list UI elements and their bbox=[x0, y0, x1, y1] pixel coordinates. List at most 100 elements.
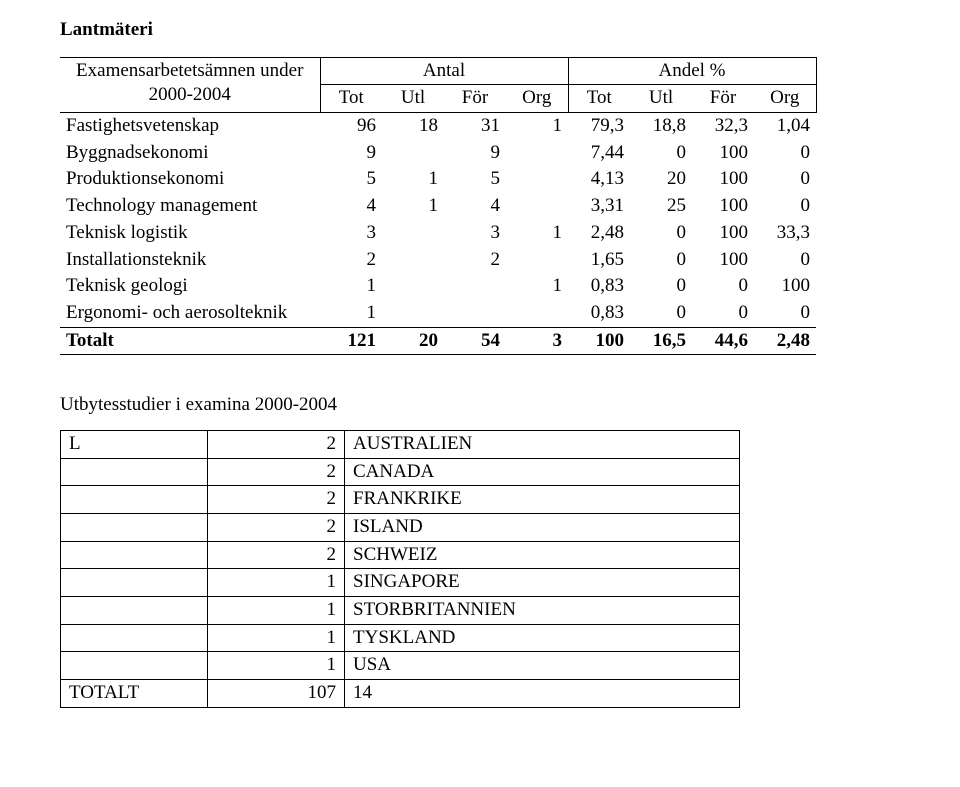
cell-a2 bbox=[382, 220, 444, 247]
exchange-total-row: TOTALT 107 14 bbox=[61, 680, 740, 708]
cell-p1: 79,3 bbox=[568, 113, 630, 140]
row-label: Fastighetsvetenskap bbox=[60, 113, 320, 140]
cell-a1: 3 bbox=[320, 220, 382, 247]
header-for-p: För bbox=[692, 85, 754, 113]
cell-p4: 100 bbox=[754, 273, 816, 300]
exchange-program bbox=[61, 486, 208, 514]
cell-a1: 1 bbox=[320, 273, 382, 300]
row-label: Ergonomi- och aerosolteknik bbox=[60, 300, 320, 327]
cell-a4 bbox=[506, 300, 568, 327]
exchange-country: AUSTRALIEN bbox=[345, 430, 740, 458]
total-a3: 54 bbox=[444, 327, 506, 355]
cell-a3: 5 bbox=[444, 166, 506, 193]
table-row: Installationsteknik221,6501000 bbox=[60, 247, 816, 274]
header-antal: Antal bbox=[320, 57, 568, 85]
exchange-count: 1 bbox=[208, 624, 345, 652]
header-label: Examensarbetetsämnen under 2000-2004 bbox=[60, 57, 320, 112]
page-title: Lantmäteri bbox=[60, 18, 900, 43]
exchange-country: STORBRITANNIEN bbox=[345, 597, 740, 625]
total-p1: 100 bbox=[568, 327, 630, 355]
header-utl-a: Utl bbox=[382, 85, 444, 113]
table-row: 2CANADA bbox=[61, 458, 740, 486]
cell-a3: 4 bbox=[444, 193, 506, 220]
row-label: Installationsteknik bbox=[60, 247, 320, 274]
header-for-a: För bbox=[444, 85, 506, 113]
table-row: 1USA bbox=[61, 652, 740, 680]
cell-p3: 100 bbox=[692, 220, 754, 247]
exchange-program bbox=[61, 597, 208, 625]
cell-p3: 100 bbox=[692, 140, 754, 167]
row-label: Teknisk geologi bbox=[60, 273, 320, 300]
exchange-country: SCHWEIZ bbox=[345, 541, 740, 569]
table-row: Teknisk logistik3312,48010033,3 bbox=[60, 220, 816, 247]
exchange-country: SINGAPORE bbox=[345, 569, 740, 597]
cell-p4: 0 bbox=[754, 300, 816, 327]
header-org-a: Org bbox=[506, 85, 568, 113]
exchange-count: 2 bbox=[208, 541, 345, 569]
exchange-total-c3: 14 bbox=[345, 680, 740, 708]
cell-a4 bbox=[506, 193, 568, 220]
exchange-count: 1 bbox=[208, 597, 345, 625]
cell-a2: 18 bbox=[382, 113, 444, 140]
row-label: Byggnadsekonomi bbox=[60, 140, 320, 167]
cell-a2 bbox=[382, 247, 444, 274]
cell-p4: 0 bbox=[754, 140, 816, 167]
cell-p2: 25 bbox=[630, 193, 692, 220]
table-row: 1STORBRITANNIEN bbox=[61, 597, 740, 625]
cell-p4: 33,3 bbox=[754, 220, 816, 247]
header-label-line1: Examensarbetetsämnen under bbox=[76, 60, 303, 81]
table-total-row: Totalt 121 20 54 3 100 16,5 44,6 2,48 bbox=[60, 327, 816, 355]
cell-a1: 4 bbox=[320, 193, 382, 220]
exchange-program bbox=[61, 569, 208, 597]
exchange-program bbox=[61, 514, 208, 542]
cell-a3: 3 bbox=[444, 220, 506, 247]
exchange-total-c2: 107 bbox=[208, 680, 345, 708]
total-a4: 3 bbox=[506, 327, 568, 355]
cell-a2 bbox=[382, 300, 444, 327]
cell-a2 bbox=[382, 140, 444, 167]
table-row: 2ISLAND bbox=[61, 514, 740, 542]
exchange-program bbox=[61, 458, 208, 486]
cell-p3: 0 bbox=[692, 273, 754, 300]
row-label: Technology management bbox=[60, 193, 320, 220]
exchange-program: L bbox=[61, 430, 208, 458]
total-a1: 121 bbox=[320, 327, 382, 355]
table-row: 1TYSKLAND bbox=[61, 624, 740, 652]
cell-p2: 0 bbox=[630, 140, 692, 167]
cell-a2: 1 bbox=[382, 166, 444, 193]
header-org-p: Org bbox=[754, 85, 816, 113]
subjects-table: Examensarbetetsämnen under 2000-2004 Ant… bbox=[60, 57, 817, 356]
cell-p4: 0 bbox=[754, 193, 816, 220]
cell-p2: 18,8 bbox=[630, 113, 692, 140]
cell-a1: 2 bbox=[320, 247, 382, 274]
exchange-country: TYSKLAND bbox=[345, 624, 740, 652]
cell-p1: 2,48 bbox=[568, 220, 630, 247]
exchange-count: 2 bbox=[208, 486, 345, 514]
cell-p1: 7,44 bbox=[568, 140, 630, 167]
page: Lantmäteri Examensarbetetsämnen under 20… bbox=[0, 0, 960, 748]
cell-p2: 20 bbox=[630, 166, 692, 193]
cell-a4 bbox=[506, 166, 568, 193]
cell-p3: 100 bbox=[692, 193, 754, 220]
total-label: Totalt bbox=[60, 327, 320, 355]
cell-p4: 0 bbox=[754, 247, 816, 274]
exchange-count: 1 bbox=[208, 652, 345, 680]
header-tot-a: Tot bbox=[320, 85, 382, 113]
cell-p2: 0 bbox=[630, 300, 692, 327]
table-row: 2SCHWEIZ bbox=[61, 541, 740, 569]
cell-a1: 96 bbox=[320, 113, 382, 140]
cell-p1: 0,83 bbox=[568, 300, 630, 327]
exchange-count: 2 bbox=[208, 514, 345, 542]
cell-a4 bbox=[506, 247, 568, 274]
cell-a3: 31 bbox=[444, 113, 506, 140]
exchange-count: 2 bbox=[208, 430, 345, 458]
total-p4: 2,48 bbox=[754, 327, 816, 355]
exchange-country: ISLAND bbox=[345, 514, 740, 542]
table-row: Fastighetsvetenskap961831179,318,832,31,… bbox=[60, 113, 816, 140]
subheading: Utbytesstudier i examina 2000-2004 bbox=[60, 393, 900, 418]
cell-p4: 0 bbox=[754, 166, 816, 193]
cell-p3: 32,3 bbox=[692, 113, 754, 140]
table-row: Byggnadsekonomi997,4401000 bbox=[60, 140, 816, 167]
cell-a3: 2 bbox=[444, 247, 506, 274]
header-utl-p: Utl bbox=[630, 85, 692, 113]
